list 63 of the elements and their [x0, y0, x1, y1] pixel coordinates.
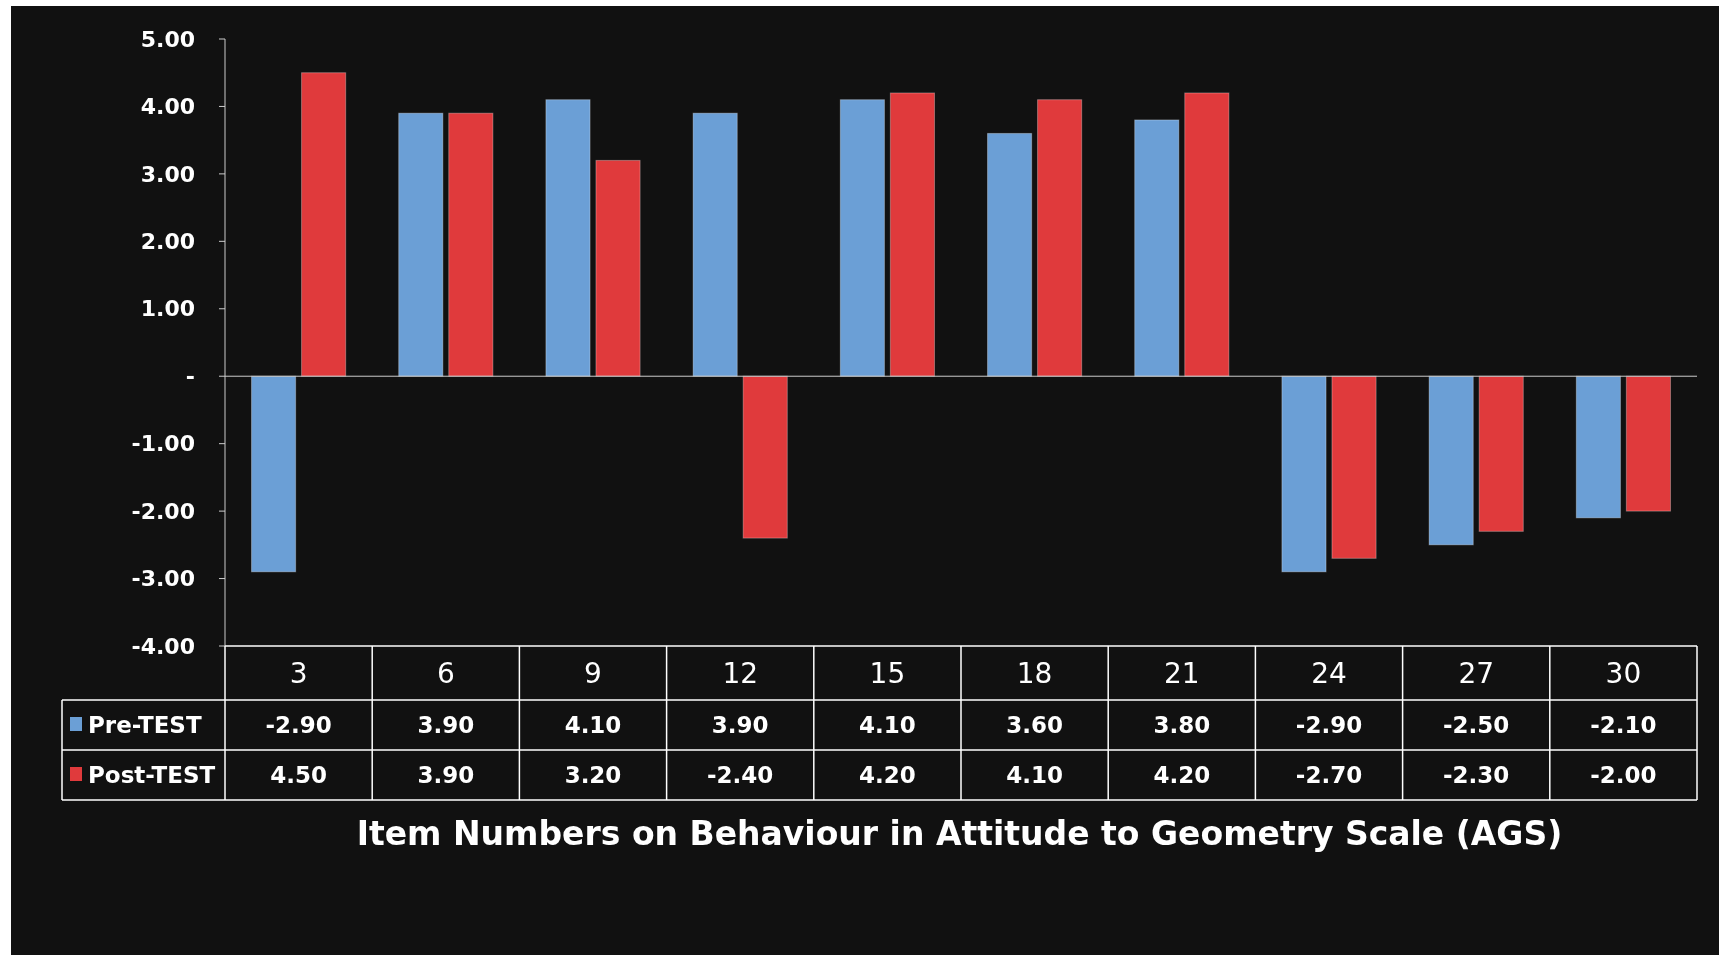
- x-tick-label: 27: [1458, 656, 1495, 690]
- bar: [1428, 375, 1474, 546]
- bar: [1575, 375, 1621, 519]
- data-label: 3.90: [417, 762, 475, 789]
- x-tick-label: 24: [1311, 656, 1347, 690]
- y-tick-label: -: [185, 363, 195, 389]
- data-label: -2.70: [1295, 762, 1363, 789]
- bar: [1331, 375, 1377, 559]
- y-tick-label: 2.00: [140, 229, 195, 255]
- data-label: 4.20: [1153, 762, 1211, 789]
- y-tick-label: -1.00: [131, 431, 195, 457]
- legend-label: Pre-TEST: [88, 712, 202, 739]
- x-tick-label: 15: [869, 656, 906, 690]
- bar: [839, 99, 885, 377]
- data-label: 4.10: [564, 712, 622, 739]
- bar: [987, 132, 1033, 377]
- data-label: -2.90: [1295, 712, 1363, 739]
- y-tick-label: -3.00: [131, 566, 195, 592]
- bar: [1478, 375, 1524, 532]
- data-label: 3.90: [417, 712, 475, 739]
- x-tick-label: 9: [584, 656, 602, 690]
- y-tick-label: -2.00: [131, 498, 195, 524]
- bar: [301, 72, 347, 377]
- data-label: -2.10: [1590, 712, 1657, 739]
- data-label: -2.90: [265, 712, 332, 739]
- bar: [1625, 375, 1671, 512]
- x-tick-label: 21: [1163, 656, 1200, 690]
- data-label: 4.50: [270, 762, 327, 789]
- x-axis-title: Item Numbers on Behaviour in Attitude to Geometry Scale (AGS): [356, 813, 1563, 853]
- bar: [1134, 119, 1180, 377]
- data-label: -2.50: [1443, 712, 1510, 739]
- data-label: -2.40: [707, 762, 774, 789]
- y-tick-label: 5.00: [140, 26, 195, 52]
- bar: [545, 99, 591, 377]
- y-tick-label: 1.00: [140, 296, 195, 322]
- data-label: -2.00: [1590, 762, 1657, 789]
- bar: [692, 112, 738, 377]
- bar: [742, 375, 788, 539]
- x-tick-label: 30: [1605, 656, 1642, 690]
- bar: [1037, 99, 1083, 377]
- bar: [595, 159, 641, 377]
- data-label: 3.20: [564, 762, 622, 789]
- data-label: 3.60: [1006, 712, 1063, 739]
- bar: [448, 112, 494, 377]
- y-tick-label: 3.00: [140, 161, 195, 187]
- x-tick-label: 12: [722, 656, 759, 690]
- data-label: -2.30: [1443, 762, 1510, 789]
- y-tick-label: -4.00: [131, 633, 195, 659]
- bar: [251, 375, 297, 573]
- bar: [398, 112, 444, 377]
- data-label: 4.10: [1006, 762, 1063, 789]
- bar: [889, 92, 935, 377]
- bar: [1184, 92, 1230, 377]
- data-label: 4.20: [859, 762, 916, 789]
- data-label: 3.90: [711, 712, 769, 739]
- bar: [1281, 375, 1327, 573]
- y-tick-label: 4.00: [140, 94, 195, 120]
- x-tick-label: 3: [289, 656, 308, 690]
- data-label: 3.80: [1153, 712, 1211, 739]
- x-tick-label: 6: [436, 656, 455, 690]
- x-tick-label: 18: [1016, 656, 1053, 690]
- data-label: 4.10: [859, 712, 916, 739]
- legend-label: Post-TEST: [88, 762, 216, 789]
